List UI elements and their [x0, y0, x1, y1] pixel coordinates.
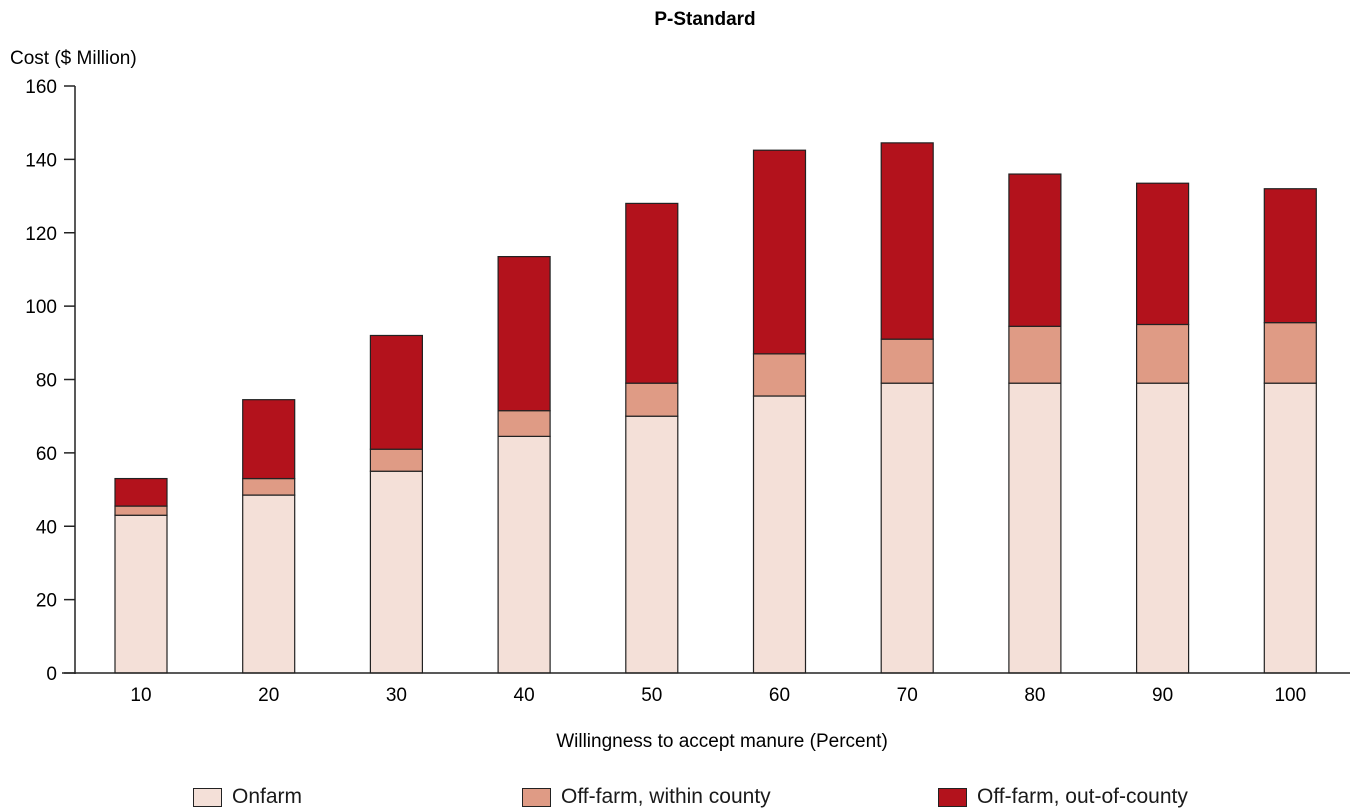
- y-tick-label: 60: [36, 444, 57, 465]
- chart: P-Standard Cost ($ Million) Willingness …: [10, 9, 1350, 752]
- y-axis-label: Cost ($ Million): [10, 48, 137, 69]
- x-tick-label: 70: [897, 685, 918, 706]
- bar-segment: [880, 338, 934, 384]
- bar-segment: [114, 477, 168, 507]
- legend-item-off-farm-within-county: Off-farm, within county: [522, 785, 771, 809]
- bar-segment: [497, 410, 551, 437]
- x-tick-label: 60: [769, 685, 790, 706]
- bar-segment: [1135, 382, 1190, 674]
- bar-segment: [1263, 188, 1317, 324]
- x-tick-label: 50: [641, 685, 662, 706]
- bar-segment: [497, 435, 551, 674]
- y-tick-label: 160: [25, 77, 57, 98]
- bar-segment: [242, 494, 296, 674]
- bar-segment: [625, 382, 679, 417]
- legend-swatch-off-farm-within-county: [522, 787, 551, 807]
- x-tick-label: 100: [1274, 685, 1306, 706]
- bar-segment: [369, 470, 423, 674]
- bar-segment: [242, 477, 296, 496]
- legend-label-off-farm-out-of-county: Off-farm, out-of-county: [977, 785, 1188, 808]
- bars: [114, 142, 1317, 674]
- bar-segment: [369, 448, 423, 472]
- x-axis-tick-labels: 10 20 30 40 50 60 70 80 90 100: [130, 685, 1306, 706]
- x-tick-label: 30: [386, 685, 407, 706]
- y-tick-label: 0: [46, 664, 57, 685]
- y-tick-label: 20: [36, 591, 57, 612]
- legend-swatch-off-farm-out-of-county: [938, 787, 967, 807]
- bar-segment: [752, 395, 807, 674]
- bar-segment: [880, 382, 934, 674]
- y-tick-label: 140: [25, 150, 57, 171]
- bar-segment: [242, 399, 296, 480]
- y-tick-label: 80: [36, 371, 57, 392]
- bar-segment: [625, 415, 679, 674]
- x-tick-label: 80: [1024, 685, 1045, 706]
- bar-segment: [1135, 323, 1190, 384]
- legend-swatch-onfarm: [193, 787, 222, 807]
- bar-segment: [1263, 382, 1317, 674]
- chart-title: P-Standard: [654, 9, 755, 30]
- legend-item-off-farm-out-of-county: Off-farm, out-of-county: [938, 785, 1188, 809]
- bar-segment: [752, 149, 807, 355]
- x-tick-label: 10: [130, 685, 151, 706]
- legend-label-onfarm: Onfarm: [232, 785, 303, 808]
- bar-segment: [1263, 322, 1317, 384]
- bar-segment: [114, 514, 168, 674]
- legend-label-off-farm-within-county: Off-farm, within county: [561, 785, 771, 808]
- x-tick-label: 20: [258, 685, 279, 706]
- bar-segment: [1008, 325, 1062, 384]
- bar-segment: [497, 255, 551, 412]
- bar-segment: [880, 142, 934, 340]
- x-tick-label: 90: [1152, 685, 1173, 706]
- y-axis-ticks: 0 20 40 60 80 100 120 140 160: [25, 77, 75, 685]
- x-tick-label: 40: [514, 685, 535, 706]
- y-tick-label: 120: [25, 224, 57, 245]
- bar-segment: [1008, 173, 1062, 327]
- bar-segment: [625, 202, 679, 384]
- bar-segment: [752, 353, 807, 397]
- y-tick-label: 40: [36, 517, 57, 538]
- bar-segment: [369, 334, 423, 450]
- bar-segment: [114, 505, 168, 516]
- bar-segment: [1008, 382, 1062, 674]
- legend: Onfarm Off-farm, within county Off-farm,…: [0, 785, 1356, 810]
- y-tick-label: 100: [25, 297, 57, 318]
- bar-segment: [1135, 182, 1190, 326]
- x-axis-label: Willingness to accept manure (Percent): [556, 731, 888, 752]
- legend-item-onfarm: Onfarm: [193, 785, 302, 809]
